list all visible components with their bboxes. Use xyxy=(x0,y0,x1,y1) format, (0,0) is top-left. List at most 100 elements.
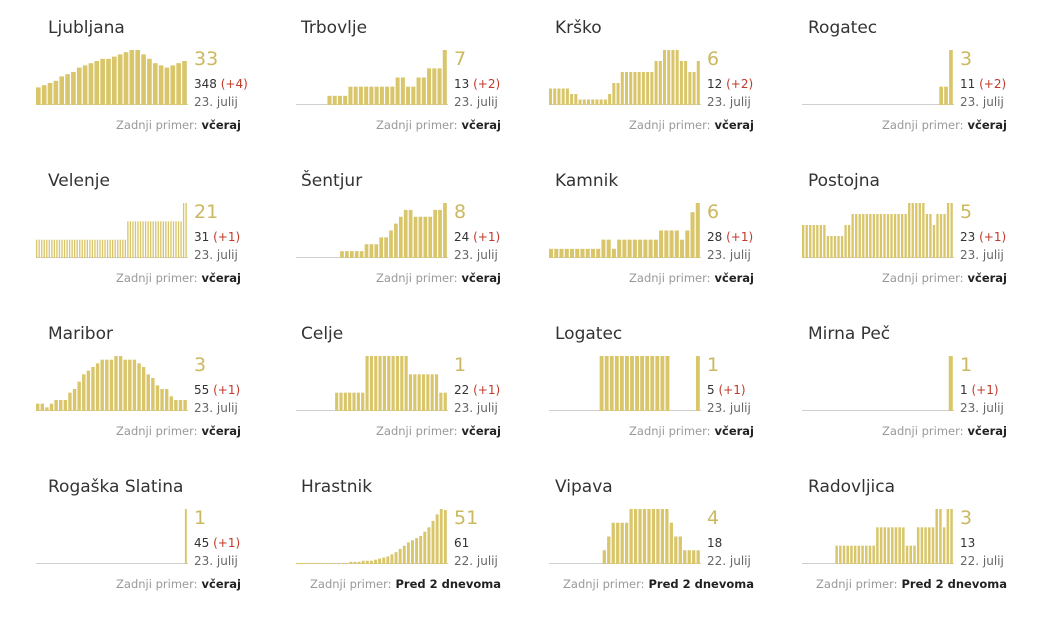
bar xyxy=(40,403,45,411)
municipality-card: Trbovlje 7 13 (+2) 23. julij Zadnji primer: v… xyxy=(296,18,506,158)
bar xyxy=(625,522,629,564)
bar-plot xyxy=(296,501,448,564)
last-case-label: Zadnji primer: xyxy=(882,271,964,285)
bar xyxy=(41,239,43,258)
bar xyxy=(374,559,377,564)
bar xyxy=(99,239,101,258)
bar xyxy=(348,86,353,105)
bar xyxy=(394,223,398,258)
bar xyxy=(943,214,946,258)
bar xyxy=(651,509,656,564)
bar xyxy=(868,545,872,564)
bar xyxy=(632,239,637,258)
bar xyxy=(922,203,925,258)
total-cases: 13 xyxy=(960,536,975,550)
bar xyxy=(616,522,620,564)
total-delta: (+1) xyxy=(722,230,754,244)
bar xyxy=(353,86,358,105)
bar xyxy=(894,527,898,564)
bar xyxy=(361,560,365,564)
bar xyxy=(850,545,853,564)
update-date: 22. julij xyxy=(960,554,1004,568)
total-value: 348 xyxy=(194,77,217,91)
last-case: Zadnji primer: včeraj xyxy=(266,118,501,132)
bar xyxy=(369,356,373,411)
bar xyxy=(929,214,932,258)
bar xyxy=(180,221,182,258)
bar-plot-svg xyxy=(36,509,188,564)
bar xyxy=(144,221,147,258)
bar xyxy=(611,522,615,564)
last-case-label: Zadnji primer: xyxy=(629,118,711,132)
bar xyxy=(950,509,953,564)
bar xyxy=(105,359,109,411)
bar xyxy=(580,248,585,258)
bar xyxy=(134,221,137,258)
bar xyxy=(139,221,142,258)
bar xyxy=(382,557,386,564)
bar xyxy=(688,72,692,105)
total-delta: (+4) xyxy=(216,77,248,91)
last-case: Zadnji primer: Pred 2 dnevoma xyxy=(519,577,754,591)
update-date: 23. julij xyxy=(707,95,751,109)
bar xyxy=(620,522,624,564)
update-date: 22. julij xyxy=(707,554,751,568)
total-cases: 5 (+1) xyxy=(707,383,746,397)
municipality-name: Mirna Peč xyxy=(808,324,891,344)
last-case-label: Zadnji primer: xyxy=(882,424,964,438)
bar xyxy=(332,95,337,105)
last-case-value: včeraj xyxy=(967,271,1008,285)
bar xyxy=(879,214,883,258)
bar xyxy=(839,545,842,564)
bar xyxy=(653,239,658,258)
bar xyxy=(184,509,187,564)
municipality-card: Šentjur 8 24 (+1) 23. julij Zadnji primer: vč… xyxy=(296,171,506,311)
update-date: 23. julij xyxy=(707,248,751,262)
bar xyxy=(406,542,410,564)
bar xyxy=(364,86,369,105)
bar-plot-svg xyxy=(296,50,448,105)
bar xyxy=(137,363,141,411)
bar xyxy=(61,239,63,258)
bar xyxy=(100,359,104,411)
total-cases: 12 (+2) xyxy=(707,77,753,91)
bar xyxy=(442,50,447,105)
bar xyxy=(123,359,127,411)
bar xyxy=(687,550,691,564)
bar xyxy=(887,527,890,564)
bar xyxy=(38,239,40,258)
bar xyxy=(591,99,595,105)
bar xyxy=(950,203,953,258)
bar xyxy=(637,72,641,105)
total-delta: (+1) xyxy=(469,230,501,244)
last-case: Zadnji primer: včeraj xyxy=(6,424,241,438)
bar xyxy=(82,65,88,105)
total-delta: (+2) xyxy=(975,77,1007,91)
last-case: Zadnji primer: včeraj xyxy=(772,118,1007,132)
last-case-value: Pred 2 dnevoma xyxy=(901,577,1008,591)
active-cases-count: 8 xyxy=(454,201,467,223)
bar-plot-svg xyxy=(296,509,448,564)
bar-plot-svg xyxy=(296,356,448,411)
total-value: 11 xyxy=(960,77,976,91)
bar xyxy=(585,248,590,258)
bar xyxy=(117,239,119,258)
bar xyxy=(404,356,408,411)
total-value: 23 xyxy=(960,230,976,244)
bar xyxy=(182,61,187,105)
bar xyxy=(49,403,54,411)
bar xyxy=(679,61,683,105)
bar xyxy=(379,86,384,105)
bar xyxy=(395,356,400,411)
bar xyxy=(296,562,299,564)
total-delta: (+1) xyxy=(209,230,241,244)
bar xyxy=(674,536,678,564)
bar xyxy=(162,221,164,258)
bar xyxy=(59,76,65,105)
bar xyxy=(675,50,679,105)
bar xyxy=(608,94,612,105)
bar xyxy=(696,550,700,564)
bar xyxy=(386,556,390,564)
bar xyxy=(400,77,405,105)
bar-plot xyxy=(549,501,701,564)
